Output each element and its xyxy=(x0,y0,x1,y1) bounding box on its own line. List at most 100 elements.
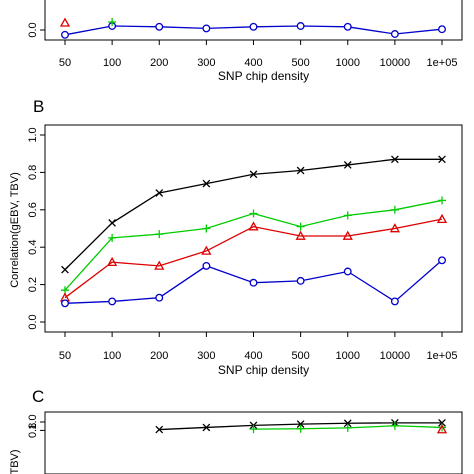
data-point-circle xyxy=(249,278,258,287)
data-point-x xyxy=(108,219,116,227)
x-tick-label: 500 xyxy=(291,57,309,69)
x-tick-label: 50 xyxy=(59,57,71,69)
y-tick-label: 0.6 xyxy=(27,202,39,217)
data-point-circle xyxy=(343,267,352,276)
data-point-circle xyxy=(343,22,352,31)
chart-panel-2: B 50 100 200 300 400 500 1000 10000 1e+05 SNP chip… xyxy=(9,97,463,377)
data-point-triangle xyxy=(389,223,400,233)
data-point-x xyxy=(438,418,446,427)
data-point-circle xyxy=(296,276,305,285)
data-point-circle xyxy=(155,293,164,302)
data-point-plus xyxy=(343,423,352,432)
series-circle xyxy=(61,22,446,39)
x-tick-label: 100 xyxy=(103,57,121,69)
data-point-circle xyxy=(390,297,399,306)
data-point-x xyxy=(155,425,164,434)
y-tick-label: 0.0 xyxy=(27,22,39,37)
y-tick-label: 0.0 xyxy=(27,314,39,329)
data-point-plus xyxy=(390,421,399,430)
data-point-x xyxy=(438,155,446,164)
y-tick-label: 1.0 xyxy=(27,127,39,142)
x-tick-label: 200 xyxy=(150,57,168,69)
data-point-circle xyxy=(108,297,117,306)
x-tick-label: 400 xyxy=(244,350,262,362)
series-x xyxy=(61,155,446,274)
data-point-x xyxy=(391,155,399,164)
data-point-triangle xyxy=(436,424,448,434)
data-point-x xyxy=(296,420,305,428)
data-point-circle xyxy=(61,30,69,39)
panel-label: C xyxy=(32,387,44,406)
data-point-circle xyxy=(61,299,69,308)
x-tick-label: 300 xyxy=(197,57,215,69)
x-tick-label: 10000 xyxy=(380,57,411,69)
x-tick-label: 10000 xyxy=(380,350,411,362)
data-point-circle xyxy=(296,22,305,30)
data-point-triangle xyxy=(201,245,212,255)
data-point-x xyxy=(155,189,164,197)
data-point-triangle xyxy=(436,213,448,224)
chart-panel-1: 50 100 200 300 400 500 1000 10000 1e+05 SNP chip … xyxy=(27,0,463,83)
data-point-plus xyxy=(249,209,258,218)
data-point-plus xyxy=(108,18,117,26)
x-tick-label: 200 xyxy=(150,350,168,362)
data-point-x xyxy=(343,161,352,169)
panel-label: B xyxy=(33,97,44,116)
series-plus xyxy=(249,421,446,434)
data-point-triangle xyxy=(154,260,165,270)
x-tick-label: 1e+05 xyxy=(427,57,458,69)
data-point-circle xyxy=(202,24,211,33)
x-axis-label: SNP chip density xyxy=(218,69,309,83)
data-point-triangle xyxy=(59,17,71,27)
y-tick-label: 0.4 xyxy=(27,240,39,255)
x-tick-label: 1e+05 xyxy=(427,350,458,362)
plot-frame xyxy=(44,124,463,333)
x-tick-label: 500 xyxy=(291,350,309,362)
y-tick-label: 0.2 xyxy=(27,277,39,292)
data-point-x xyxy=(249,170,258,179)
data-point-plus xyxy=(296,222,305,231)
series-triangle xyxy=(59,17,71,27)
y-axis-label: Correlation(gEBV, TBV) xyxy=(9,172,21,288)
data-point-plus xyxy=(108,233,117,242)
x-tick-label: 400 xyxy=(244,57,262,69)
chart-panel-3: C 0.81.0 TBV) xyxy=(9,387,463,474)
series-circle xyxy=(61,256,446,308)
data-point-x xyxy=(296,166,305,175)
data-point-plus xyxy=(296,424,305,433)
data-point-circle xyxy=(390,30,399,38)
series-triangle xyxy=(59,213,448,302)
data-point-triangle xyxy=(295,230,306,240)
x-tick-label: 100 xyxy=(103,350,121,362)
data-point-x xyxy=(343,419,352,428)
data-point-plus xyxy=(390,205,399,214)
data-point-plus xyxy=(155,230,164,239)
x-axis-label: SNP chip density xyxy=(218,363,309,377)
data-point-circle xyxy=(155,22,164,31)
series-line xyxy=(64,218,443,299)
data-point-triangle xyxy=(107,256,118,267)
series-plus xyxy=(61,196,446,295)
y-tick-label: 0.8 xyxy=(27,165,39,180)
data-point-x xyxy=(202,179,211,188)
x-tick-label: 1000 xyxy=(336,57,360,69)
data-point-triangle xyxy=(342,230,353,240)
data-point-triangle xyxy=(248,221,259,231)
y-tick-label: 1.0 xyxy=(27,414,39,429)
data-point-x xyxy=(202,423,211,432)
data-point-circle xyxy=(438,25,446,34)
x-tick-label: 300 xyxy=(197,350,215,362)
series-plus xyxy=(108,18,117,26)
x-tick-label: 1000 xyxy=(336,350,360,362)
data-point-circle xyxy=(249,22,258,31)
data-point-circle xyxy=(202,261,211,270)
series-triangle xyxy=(436,424,448,434)
plot-frame xyxy=(44,411,463,474)
y-axis-label: TBV) xyxy=(9,449,21,474)
data-point-plus xyxy=(438,196,446,205)
data-point-plus xyxy=(249,425,258,434)
data-point-circle xyxy=(438,256,446,265)
data-point-plus xyxy=(343,211,352,220)
y-tick-label: 0.8 xyxy=(27,423,39,438)
